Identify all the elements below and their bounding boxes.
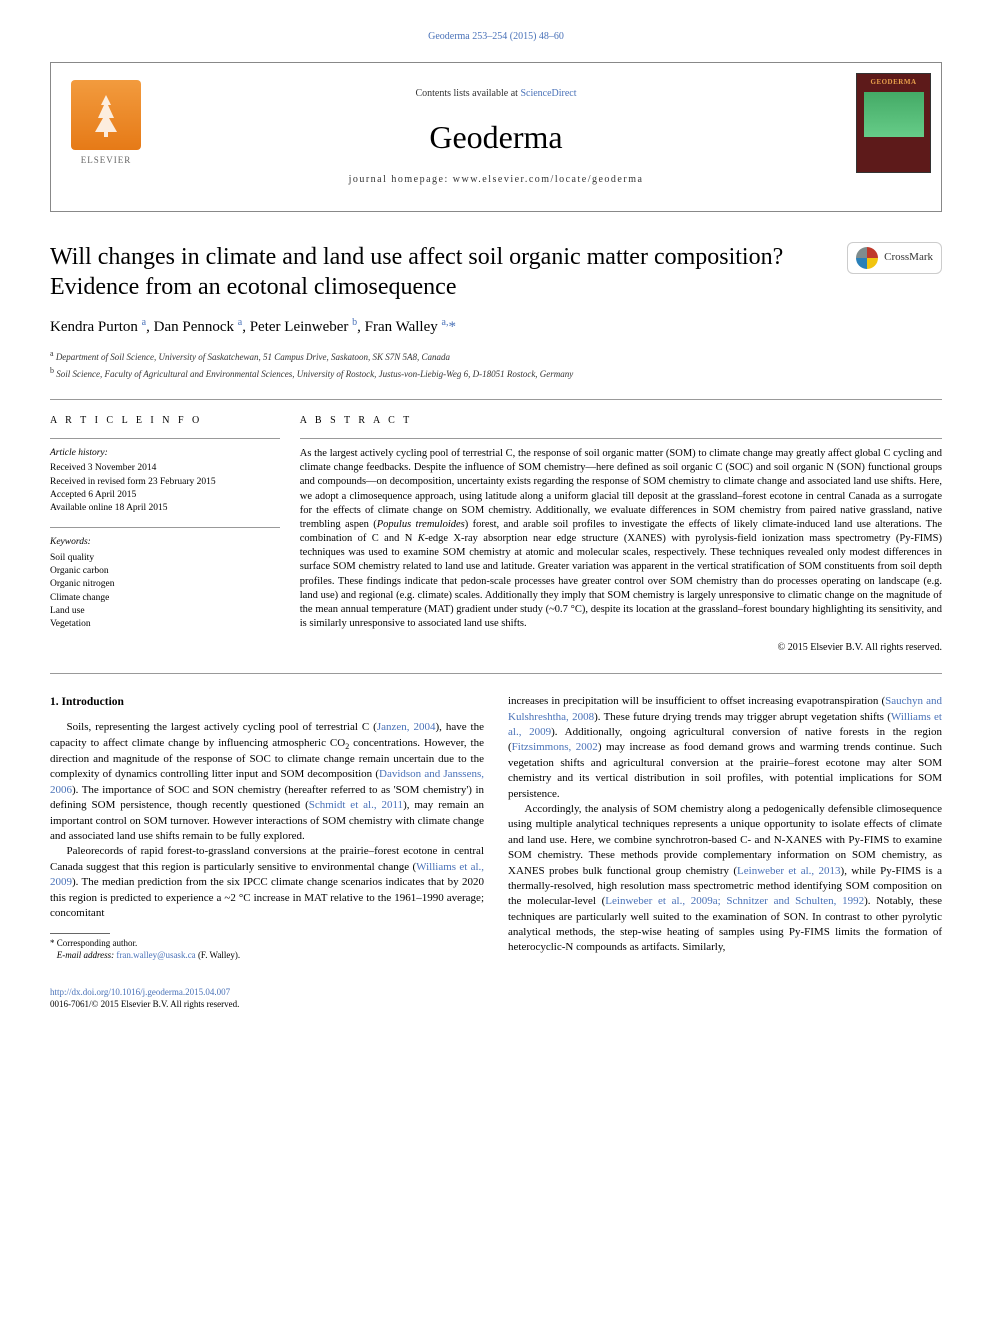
homepage-url[interactable]: www.elsevier.com/locate/geoderma (453, 174, 644, 185)
crossmark-badge[interactable]: CrossMark (847, 242, 942, 274)
issn-line: 0016-7061/© 2015 Elsevier B.V. All right… (50, 998, 942, 1011)
article-title: Will changes in climate and land use aff… (50, 242, 847, 302)
affiliation-a: Department of Soil Science, University o… (56, 352, 450, 362)
intro-paragraph: Paleorecords of rapid forest-to-grasslan… (50, 844, 484, 921)
keyword: Organic nitrogen (50, 578, 280, 591)
keyword: Land use (50, 605, 280, 618)
divider (50, 527, 280, 528)
intro-paragraph: Soils, representing the largest actively… (50, 720, 484, 844)
history-line: Received in revised form 23 February 201… (50, 476, 280, 489)
footnote-email-link[interactable]: fran.walley@usask.ca (116, 950, 195, 960)
journal-header-box: ELSEVIER Contents lists available at Sci… (50, 62, 942, 212)
divider (50, 673, 942, 674)
running-head: Geoderma 253–254 (2015) 48–60 (50, 30, 942, 44)
keyword: Vegetation (50, 618, 280, 631)
footnote-email-label: E-mail address: (57, 950, 114, 960)
homepage-line: journal homepage: www.elsevier.com/locat… (349, 173, 644, 187)
footnote-separator (50, 933, 110, 934)
authors: Kendra Purton a, Dan Pennock a, Peter Le… (50, 316, 942, 338)
footnote-block: * Corresponding author. E-mail address: … (50, 938, 484, 961)
divider (300, 438, 942, 439)
history-line: Received 3 November 2014 (50, 462, 280, 475)
intro-paragraph: Accordingly, the analysis of SOM chemist… (508, 802, 942, 956)
divider (50, 399, 942, 400)
journal-cover: GEODERMA (856, 73, 931, 173)
journal-cover-image (864, 92, 924, 137)
article-info-column: A R T I C L E I N F O Article history: R… (50, 414, 300, 655)
keyword: Organic carbon (50, 565, 280, 578)
homepage-prefix: journal homepage: (349, 174, 453, 185)
body-columns: 1. Introduction Soils, representing the … (50, 694, 942, 962)
abstract-copyright: © 2015 Elsevier B.V. All rights reserved… (300, 641, 942, 655)
article-info-heading: A R T I C L E I N F O (50, 414, 280, 428)
elsevier-tree-icon (71, 80, 141, 150)
elsevier-logo: ELSEVIER (61, 73, 151, 173)
history-label: Article history: (50, 447, 280, 460)
footnote-email-name: (F. Walley). (198, 950, 240, 960)
intro-paragraph: increases in precipitation will be insuf… (508, 694, 942, 802)
abstract-text: As the largest actively cycling pool of … (300, 447, 942, 631)
elsevier-text: ELSEVIER (81, 154, 132, 167)
contents-prefix: Contents lists available at (415, 88, 520, 99)
journal-cover-title: GEODERMA (871, 78, 917, 88)
section-heading-introduction: 1. Introduction (50, 694, 484, 710)
page-footer: http://dx.doi.org/10.1016/j.geoderma.201… (50, 986, 942, 1011)
doi-link[interactable]: http://dx.doi.org/10.1016/j.geoderma.201… (50, 987, 230, 997)
affiliation-b: Soil Science, Faculty of Agricultural an… (56, 369, 573, 379)
divider (50, 438, 280, 439)
journal-name: Geoderma (349, 115, 644, 160)
abstract-heading: A B S T R A C T (300, 414, 942, 428)
abstract-column: A B S T R A C T As the largest actively … (300, 414, 942, 655)
crossmark-label: CrossMark (884, 250, 933, 265)
history-line: Available online 18 April 2015 (50, 502, 280, 515)
affiliations: a Department of Soil Science, University… (50, 348, 942, 381)
keyword: Climate change (50, 592, 280, 605)
keywords-label: Keywords: (50, 536, 280, 549)
sciencedirect-link[interactable]: ScienceDirect (520, 88, 576, 99)
crossmark-icon (856, 247, 878, 269)
history-line: Accepted 6 April 2015 (50, 489, 280, 502)
footnote-corresponding: Corresponding author. (57, 938, 138, 948)
keyword: Soil quality (50, 552, 280, 565)
contents-line: Contents lists available at ScienceDirec… (349, 87, 644, 101)
